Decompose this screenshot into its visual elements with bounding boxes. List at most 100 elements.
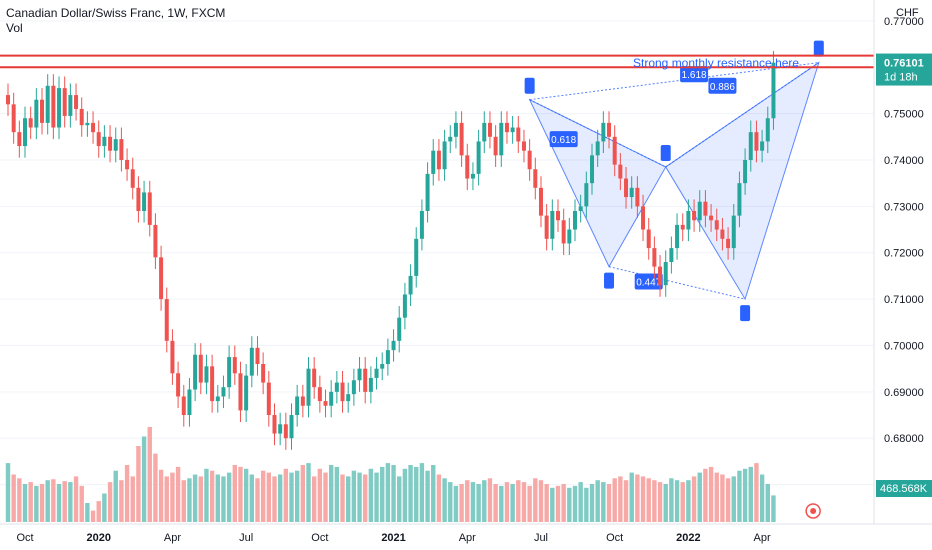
volume-bar <box>45 480 50 522</box>
volume-bar <box>209 470 215 522</box>
candle-body <box>414 238 419 276</box>
volume-bar <box>158 469 164 522</box>
candle-body <box>380 364 385 369</box>
axis-background <box>874 0 932 550</box>
candle-body <box>493 136 498 156</box>
volume-bar <box>334 466 340 522</box>
symbol-title[interactable]: Canadian Dollar/Swiss Franc, 1W, FXCM <box>6 6 226 20</box>
candle-body <box>295 396 300 416</box>
resistance-annotation: Strong monthly resistance here <box>633 56 799 70</box>
y-tick-label: 0.71000 <box>884 294 924 306</box>
volume-bar <box>243 468 249 522</box>
volume-bar <box>124 465 130 522</box>
candle-body <box>686 210 691 230</box>
candle-body <box>244 375 249 411</box>
candle-body <box>465 155 470 179</box>
volume-bar <box>170 472 175 522</box>
candle-body <box>79 108 84 126</box>
volume-bar <box>533 478 538 522</box>
candle-body <box>669 248 674 262</box>
volume-bar <box>328 465 334 522</box>
candle-body <box>261 364 266 383</box>
candle-body <box>459 122 464 156</box>
volume-bar <box>136 446 141 522</box>
candle-body <box>113 139 118 151</box>
candle-body <box>533 169 538 188</box>
volume-bar <box>629 472 634 522</box>
volume-bar <box>686 480 691 522</box>
volume-legend-label[interactable]: Vol <box>6 21 23 35</box>
volume-bar <box>737 470 742 522</box>
volume-bar <box>674 480 680 522</box>
candle-body <box>550 210 555 239</box>
candle-body <box>618 164 623 179</box>
candle-body <box>516 127 521 142</box>
volume-bar <box>181 480 186 522</box>
y-tick-label: 0.74000 <box>884 155 924 167</box>
candle-body <box>675 224 680 249</box>
volume-bar <box>499 485 504 522</box>
volume-bar <box>612 478 617 522</box>
candle-body <box>425 173 430 211</box>
candle-body <box>612 136 617 165</box>
candle-body <box>153 224 158 258</box>
candle-body <box>62 88 67 116</box>
candle-body <box>499 122 504 156</box>
candle-body <box>680 224 685 230</box>
candle-body <box>187 389 192 416</box>
candle-body <box>521 141 526 151</box>
volume-bar <box>107 482 113 522</box>
volume-bar <box>277 474 283 522</box>
currency-label: CHF <box>896 7 919 19</box>
volume-bar <box>657 482 663 522</box>
volume-bar <box>96 501 101 522</box>
candle-body <box>641 206 646 230</box>
pattern-ratio-box <box>708 77 737 94</box>
volume-bar <box>425 470 430 522</box>
candle-body <box>306 368 311 406</box>
volume-bar <box>397 476 402 522</box>
x-tick-label: Apr <box>459 532 476 544</box>
pattern-ac-line <box>608 266 746 300</box>
candle-body <box>624 178 629 198</box>
candle-body <box>436 150 441 170</box>
x-tick-label: Jul <box>239 532 253 544</box>
candle-body <box>504 122 509 133</box>
candle-body <box>108 136 113 151</box>
volume-bar <box>470 482 476 522</box>
candle-body <box>692 210 697 221</box>
volume-bar <box>102 493 107 522</box>
candle-body <box>210 366 215 402</box>
volume-bar <box>147 427 152 522</box>
candle-body <box>215 396 220 402</box>
candle-body <box>159 257 164 300</box>
candle-body <box>584 183 589 207</box>
candle-body <box>266 382 271 416</box>
candle-body <box>697 201 702 221</box>
candle-body <box>431 150 436 174</box>
candle-body <box>40 99 45 123</box>
volume-bar <box>691 476 697 522</box>
volume-bar <box>402 468 408 522</box>
current-price-box <box>876 53 932 86</box>
volume-bar <box>289 472 294 522</box>
candle-body <box>119 139 124 160</box>
volume-bar <box>164 476 169 522</box>
volume-bar <box>680 482 685 522</box>
volume-bar <box>754 463 759 522</box>
x-tick-label: Apr <box>164 532 181 544</box>
volume-bar <box>578 482 583 522</box>
candle-body <box>453 122 458 137</box>
candle-body <box>136 187 141 211</box>
candle-body <box>102 136 107 147</box>
volume-bar <box>465 480 470 522</box>
candle-body <box>629 187 634 198</box>
volume-bar <box>459 484 464 522</box>
volume-bar <box>476 484 481 522</box>
candle-body <box>147 192 152 225</box>
x-tick-label: Apr <box>754 532 771 544</box>
candle-body <box>607 122 612 137</box>
current-price-label: 0.76101 <box>884 58 924 70</box>
